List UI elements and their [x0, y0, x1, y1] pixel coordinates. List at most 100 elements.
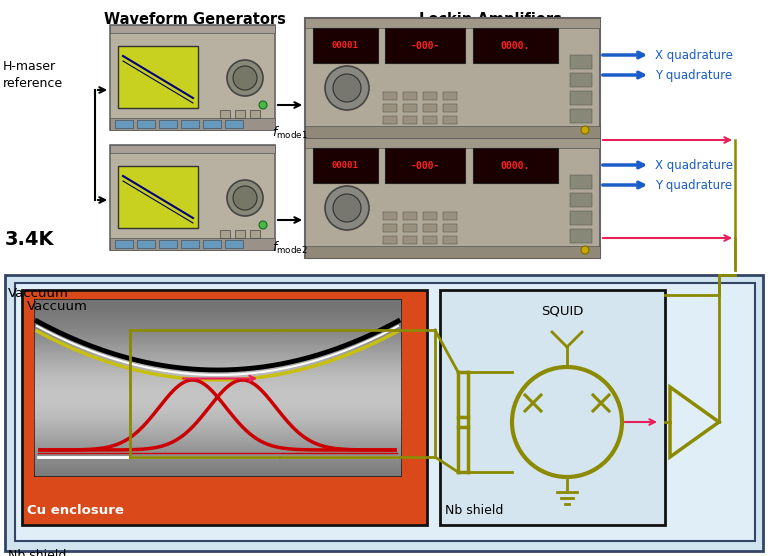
Bar: [110, 145, 275, 250]
Bar: [423, 224, 437, 232]
Bar: [570, 55, 592, 69]
Bar: [570, 73, 592, 87]
Circle shape: [259, 221, 267, 229]
Bar: [220, 110, 230, 118]
Bar: [383, 212, 397, 220]
Bar: [110, 25, 275, 33]
Bar: [250, 110, 260, 118]
Bar: [225, 120, 243, 128]
Text: Waveform Generators: Waveform Generators: [104, 12, 286, 27]
Bar: [403, 224, 417, 232]
Text: Lockin Amplifiers: Lockin Amplifiers: [419, 12, 561, 27]
Bar: [305, 18, 600, 138]
Text: Y quadrature: Y quadrature: [655, 68, 732, 82]
Bar: [403, 236, 417, 244]
Text: Y quadrature: Y quadrature: [655, 178, 732, 191]
Bar: [443, 92, 457, 100]
Circle shape: [581, 126, 589, 134]
Text: Vaccuum: Vaccuum: [27, 300, 88, 313]
Text: 0000.: 0000.: [500, 41, 530, 51]
Bar: [313, 28, 378, 63]
Bar: [383, 236, 397, 244]
Bar: [15, 283, 755, 541]
Bar: [250, 230, 260, 238]
Bar: [225, 240, 243, 248]
Text: X quadrature: X quadrature: [655, 48, 733, 62]
Text: X quadrature: X quadrature: [655, 158, 733, 171]
Bar: [443, 236, 457, 244]
Text: -000-: -000-: [410, 161, 440, 171]
Text: Nb shield: Nb shield: [445, 504, 503, 517]
Bar: [115, 120, 133, 128]
Circle shape: [233, 186, 257, 210]
Bar: [110, 25, 275, 130]
Bar: [570, 91, 592, 105]
Bar: [383, 224, 397, 232]
Circle shape: [325, 66, 369, 110]
Bar: [305, 18, 600, 28]
Circle shape: [227, 180, 263, 216]
Circle shape: [333, 194, 361, 222]
Bar: [313, 148, 378, 183]
Bar: [159, 120, 177, 128]
Bar: [385, 28, 465, 63]
Bar: [235, 110, 245, 118]
Bar: [220, 230, 230, 238]
Bar: [137, 240, 155, 248]
Circle shape: [233, 66, 257, 90]
Bar: [423, 92, 437, 100]
Bar: [305, 138, 600, 148]
Bar: [403, 104, 417, 112]
Circle shape: [227, 60, 263, 96]
Circle shape: [333, 74, 361, 102]
Bar: [22, 290, 427, 525]
Bar: [203, 240, 221, 248]
Bar: [203, 120, 221, 128]
Bar: [159, 240, 177, 248]
Bar: [473, 148, 558, 183]
Bar: [385, 148, 465, 183]
Bar: [118, 46, 198, 108]
Bar: [383, 116, 397, 124]
Text: H-maser
reference: H-maser reference: [3, 60, 63, 90]
Bar: [383, 92, 397, 100]
Bar: [440, 290, 665, 525]
Bar: [443, 212, 457, 220]
Bar: [235, 230, 245, 238]
Bar: [115, 240, 133, 248]
Bar: [383, 104, 397, 112]
Text: Nb shield: Nb shield: [8, 549, 66, 556]
Bar: [570, 229, 592, 243]
Bar: [570, 211, 592, 225]
Bar: [570, 175, 592, 189]
Bar: [403, 116, 417, 124]
Text: Cu enclosure: Cu enclosure: [27, 504, 124, 517]
Bar: [35, 300, 400, 475]
Bar: [181, 120, 199, 128]
Bar: [403, 92, 417, 100]
Text: 0000.: 0000.: [500, 161, 530, 171]
Text: -000-: -000-: [410, 41, 440, 51]
Bar: [110, 238, 275, 250]
Text: 3.4K: 3.4K: [5, 230, 55, 249]
Bar: [403, 212, 417, 220]
Bar: [5, 275, 763, 551]
Bar: [181, 240, 199, 248]
Bar: [118, 166, 198, 228]
Bar: [423, 116, 437, 124]
Text: 00001: 00001: [332, 42, 359, 51]
Bar: [305, 126, 600, 138]
Bar: [305, 246, 600, 258]
Text: 00001: 00001: [332, 161, 359, 171]
Bar: [443, 104, 457, 112]
Bar: [423, 212, 437, 220]
Circle shape: [259, 101, 267, 109]
Bar: [443, 224, 457, 232]
Bar: [137, 120, 155, 128]
Text: $f_{\rm mode1}$: $f_{\rm mode1}$: [272, 125, 308, 141]
Bar: [570, 193, 592, 207]
Bar: [110, 118, 275, 130]
Bar: [423, 104, 437, 112]
Circle shape: [581, 246, 589, 254]
Bar: [305, 138, 600, 258]
